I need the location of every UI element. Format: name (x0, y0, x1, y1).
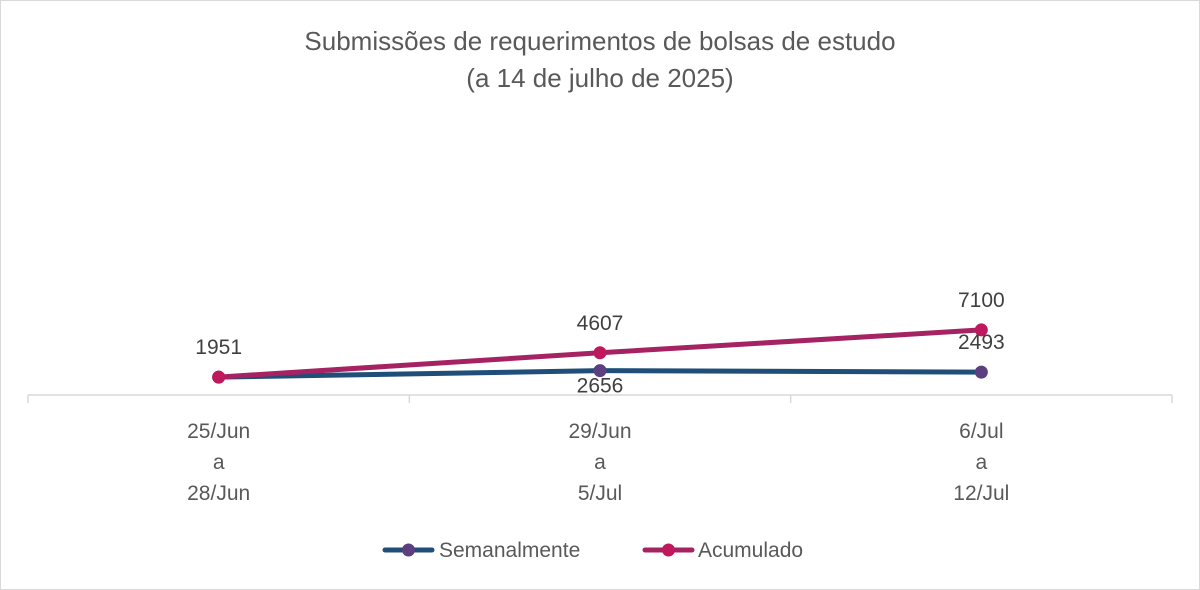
data-point-semanalmente (593, 364, 607, 378)
x-tick-label: 5/Jul (578, 482, 622, 505)
data-point-acumulado (212, 370, 226, 384)
legend-label-semanalmente: Semanalmente (439, 539, 580, 562)
data-label-semanalmente: 2493 (958, 331, 1005, 354)
x-tick-label: 12/Jul (953, 482, 1009, 505)
data-label-semanalmente: 1951 (195, 336, 242, 359)
legend-item-semanalmente: Semanalmente (382, 539, 580, 562)
x-tick-label: 28/Jun (187, 482, 250, 505)
x-tick-label: a (594, 451, 606, 474)
legend-marker-acumulado (662, 543, 675, 557)
x-tick-label: 25/Jun (187, 420, 250, 443)
x-tick-label: a (213, 451, 225, 474)
data-point-acumulado (593, 346, 607, 360)
x-tick-label: a (975, 451, 987, 474)
x-tick-label: 6/Jul (959, 420, 1003, 443)
x-tick-label: 29/Jun (568, 420, 631, 443)
data-label-acumulado: 4607 (577, 312, 624, 335)
legend-label-acumulado: Acumulado (698, 539, 803, 562)
data-label-acumulado: 7100 (958, 289, 1005, 312)
chart-title-line-2: (a 14 de julho de 2025) (466, 63, 733, 93)
data-point-acumulado (974, 323, 988, 337)
data-point-semanalmente (974, 365, 988, 379)
legend-item-acumulado: Acumulado (642, 539, 803, 562)
legend-marker-semanalmente (402, 543, 415, 557)
data-label-semanalmente: 2656 (577, 375, 624, 398)
chart-title-line-1: Submissões de requerimentos de bolsas de… (304, 26, 895, 56)
